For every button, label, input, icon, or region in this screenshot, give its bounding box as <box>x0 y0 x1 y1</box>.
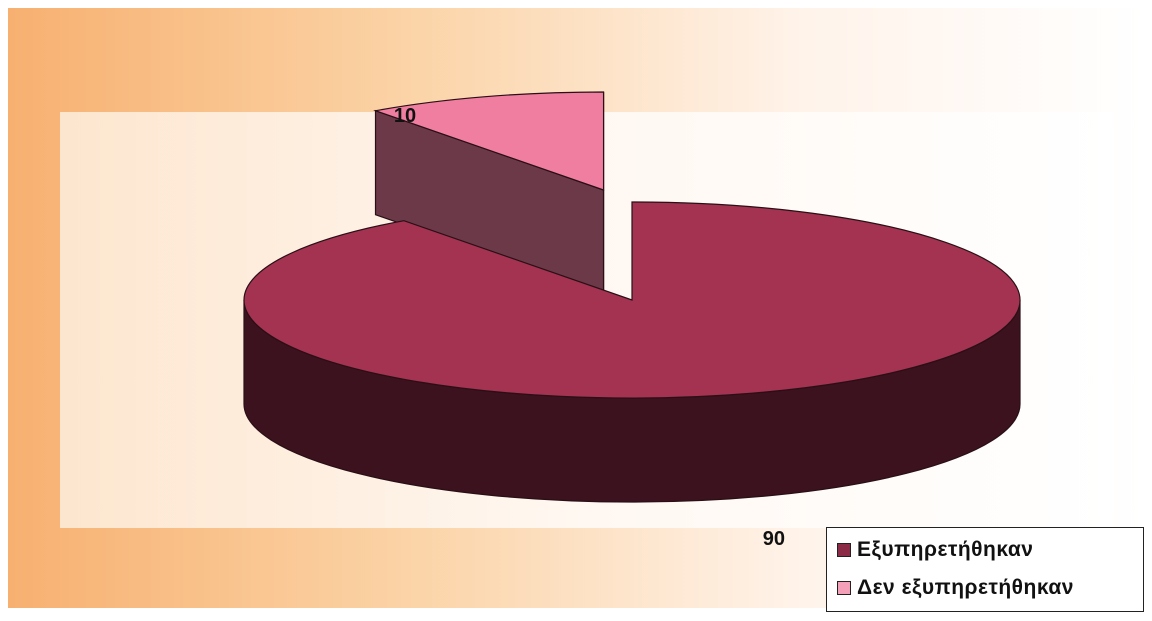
data-label-not-served: 10 <box>394 105 416 127</box>
legend-label-not-served: Δεν εξυπηρετήθηκαν <box>857 576 1074 599</box>
data-label-served: 90 <box>763 528 785 550</box>
legend-item-not-served: Δεν εξυπηρετήθηκαν <box>837 570 1074 606</box>
slice-served <box>243 201 1021 399</box>
slice-not-served <box>373 91 605 191</box>
legend-swatch-served <box>837 543 851 557</box>
legend-label-served: Εξυπηρετήθηκαν <box>857 538 1034 561</box>
legend: Εξυπηρετήθηκαν Δεν εξυπηρετήθηκαν <box>826 527 1144 612</box>
legend-item-served: Εξυπηρετήθηκαν <box>837 532 1033 568</box>
legend-swatch-not-served <box>837 581 851 595</box>
